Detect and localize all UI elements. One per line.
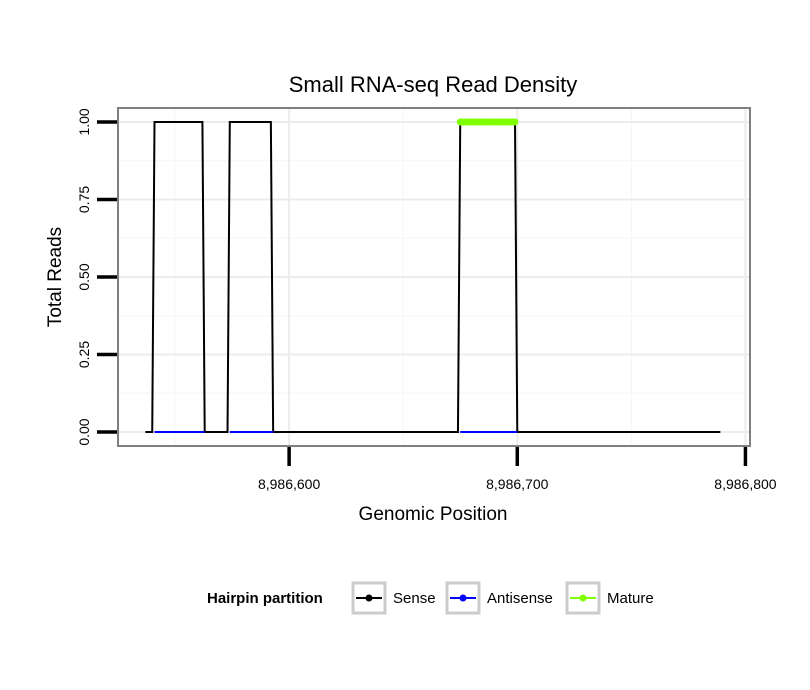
legend-point-antisense — [459, 594, 467, 602]
legend-label-mature: Mature — [607, 590, 654, 607]
legend-point-sense — [365, 594, 373, 602]
y-axis: 0.00 0.25 0.50 0.75 1.00 — [76, 108, 117, 446]
legend-item-sense: Sense — [351, 581, 436, 615]
y-tick-label: 0.75 — [76, 186, 92, 213]
chart-title: Small RNA-seq Read Density — [289, 72, 578, 97]
x-tick-label: 8,986,800 — [714, 476, 776, 492]
y-tick-label: 0.00 — [76, 418, 92, 445]
plot-panel-border — [117, 107, 751, 447]
x-tick-label: 8,986,600 — [258, 476, 320, 492]
legend-item-antisense: Antisense — [445, 581, 553, 615]
series-layer — [145, 118, 721, 434]
x-axis-title: Genomic Position — [359, 504, 508, 525]
legend-label-antisense: Antisense — [487, 590, 553, 607]
y-axis-title: Total Reads — [45, 227, 66, 327]
x-axis: 8,986,600 8,986,700 8,986,800 — [258, 447, 777, 492]
legend: Hairpin partition Sense Antisense Mature — [207, 581, 654, 615]
legend-title: Hairpin partition — [207, 590, 323, 607]
y-tick-label: 0.25 — [76, 341, 92, 368]
x-tick-label: 8,986,700 — [486, 476, 548, 492]
series-point-mature — [511, 118, 519, 126]
legend-label-sense: Sense — [393, 590, 436, 607]
y-tick-label: 0.50 — [76, 263, 92, 290]
y-tick-label: 1.00 — [76, 108, 92, 135]
legend-point-mature — [579, 594, 587, 602]
legend-item-mature: Mature — [565, 581, 654, 615]
